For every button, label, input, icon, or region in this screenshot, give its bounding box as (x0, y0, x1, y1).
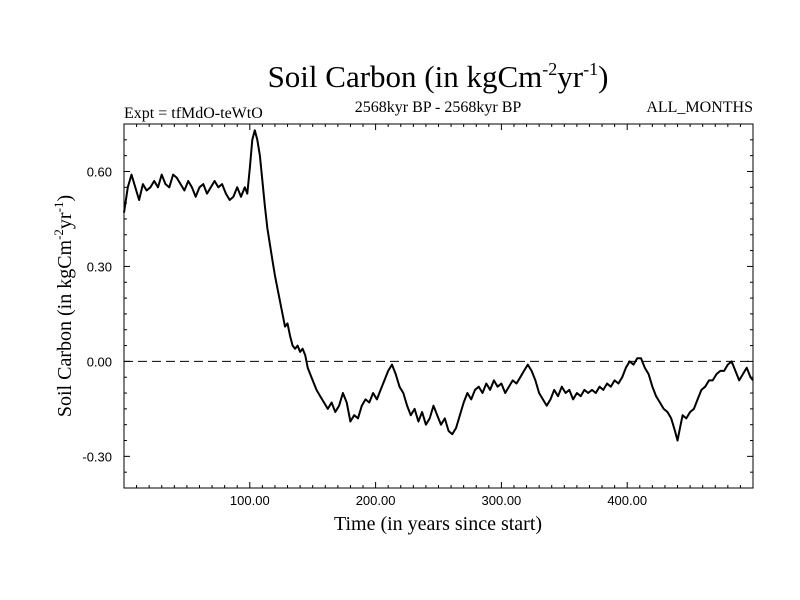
y-tick-label: 0.30 (87, 259, 112, 274)
ticks: 100.00 200.00 300.00 400.00 0.60 0.30 0.00 -0.3… (82, 124, 753, 508)
y-tick-label: 0.00 (87, 354, 112, 369)
plot-frame (123, 123, 754, 489)
x-tick-label: 200.00 (356, 493, 396, 508)
series (123, 129, 754, 442)
x-axis-label: Time (in years since start) (334, 513, 542, 535)
months-label: ALL_MONTHS (646, 99, 753, 116)
y-tick-label: 0.60 (87, 164, 112, 179)
x-tick-label: 100.00 (230, 493, 270, 508)
x-tick-label: 300.00 (482, 493, 522, 508)
y-axis-label: Soil Carbon (in kgCm-2yr-1) (51, 195, 76, 417)
x-tick-label: 400.00 (607, 493, 647, 508)
y-tick-label: -0.30 (82, 449, 112, 464)
chart-title: Soil Carbon (in kgCm-2yr-1) (268, 59, 609, 94)
series-line-soil-carbon (123, 129, 754, 442)
experiment-label: Expt = tfMdO-teWtO (124, 105, 263, 122)
date-range-label: 2568kyr BP - 2568kyr BP (355, 99, 522, 116)
